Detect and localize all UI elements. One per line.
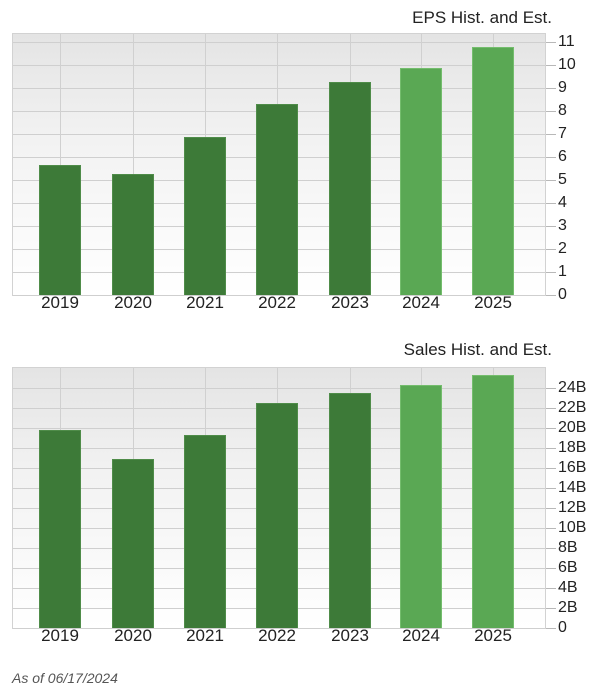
bar-2025: [472, 375, 514, 628]
bar-2022: [256, 403, 298, 628]
gridline: [13, 628, 545, 629]
y-tick-label: 4B: [558, 579, 578, 596]
y-tick-label: 4: [558, 194, 567, 211]
y-tick-label: 6B: [558, 559, 578, 576]
y-tick-label: 20B: [558, 419, 587, 436]
y-tick-label: 12B: [558, 499, 587, 516]
y-tick-mark: [546, 548, 556, 549]
bar-2024: [400, 385, 442, 628]
y-tick-label: 7: [558, 125, 567, 142]
eps-chart: EPS Hist. and Est. 0 1 2 3 4 5 6 7 8 9 10 11 2019 20…: [0, 0, 604, 330]
gridline: [13, 65, 545, 66]
y-tick-label: 8B: [558, 539, 578, 556]
y-tick-mark: [546, 180, 556, 181]
bar-2021: [184, 435, 226, 628]
y-tick-mark: [546, 388, 556, 389]
gridline: [13, 88, 545, 89]
bar-2021: [184, 136, 226, 295]
vertical-gridline: [133, 34, 134, 295]
y-tick-mark: [546, 428, 556, 429]
x-tick-label: 2024: [402, 293, 440, 312]
y-tick-label: 9: [558, 79, 567, 96]
bar-2020: [112, 174, 154, 295]
y-tick-mark: [546, 628, 556, 629]
y-tick-label: 0: [558, 619, 567, 636]
y-tick-label: 0: [558, 286, 567, 303]
y-tick-label: 8: [558, 102, 567, 119]
eps-chart-title: EPS Hist. and Est.: [412, 8, 552, 27]
bar-2020: [112, 459, 154, 628]
y-tick-label: 2B: [558, 599, 578, 616]
y-tick-label: 1: [558, 263, 567, 280]
gridline: [13, 295, 545, 296]
x-tick-label: 2024: [402, 626, 440, 645]
y-tick-label: 22B: [558, 399, 587, 416]
bar-2024: [400, 68, 442, 295]
y-tick-label: 3: [558, 217, 567, 234]
y-tick-mark: [546, 157, 556, 158]
y-tick-mark: [546, 568, 556, 569]
x-tick-label: 2023: [331, 626, 369, 645]
y-tick-label: 6: [558, 148, 567, 165]
y-tick-label: 5: [558, 171, 567, 188]
x-tick-label: 2021: [186, 626, 224, 645]
y-tick-label: 18B: [558, 439, 587, 456]
x-tick-label: 2023: [331, 293, 369, 312]
as-of-date: As of 06/17/2024: [12, 670, 118, 686]
y-tick-mark: [546, 448, 556, 449]
y-tick-mark: [546, 88, 556, 89]
y-tick-mark: [546, 528, 556, 529]
x-tick-label: 2022: [258, 626, 296, 645]
bar-2025: [472, 47, 514, 295]
y-tick-label: 2: [558, 240, 567, 257]
y-tick-mark: [546, 134, 556, 135]
bar-2023: [329, 393, 371, 628]
sales-chart-title: Sales Hist. and Est.: [403, 340, 552, 359]
x-tick-label: 2025: [474, 293, 512, 312]
y-tick-mark: [546, 468, 556, 469]
y-tick-mark: [546, 226, 556, 227]
y-tick-label: 10: [558, 56, 576, 73]
y-tick-mark: [546, 111, 556, 112]
y-tick-mark: [546, 249, 556, 250]
gridline: [13, 42, 545, 43]
y-tick-mark: [546, 408, 556, 409]
vertical-gridline: [60, 34, 61, 295]
y-tick-label: 14B: [558, 479, 587, 496]
x-tick-label: 2020: [114, 626, 152, 645]
y-tick-mark: [546, 42, 556, 43]
y-tick-mark: [546, 608, 556, 609]
y-tick-mark: [546, 488, 556, 489]
y-tick-label: 16B: [558, 459, 587, 476]
bar-2019: [39, 164, 81, 295]
x-tick-label: 2020: [114, 293, 152, 312]
y-tick-mark: [546, 295, 556, 296]
bar-2019: [39, 430, 81, 628]
x-tick-label: 2022: [258, 293, 296, 312]
gridline: [13, 388, 545, 389]
y-tick-label: 11: [558, 33, 575, 50]
y-tick-mark: [546, 588, 556, 589]
x-tick-label: 2021: [186, 293, 224, 312]
sales-chart: Sales Hist. and Est. 0 2B 4B 6B 8B 10B 12B 14B 1…: [12, 340, 587, 645]
sales-plot-area: [12, 367, 546, 629]
y-tick-label: 24B: [558, 379, 587, 396]
x-tick-label: 2025: [474, 626, 512, 645]
x-tick-label: 2019: [41, 293, 79, 312]
y-tick-label: 10B: [558, 519, 587, 536]
bar-2022: [256, 103, 298, 295]
y-tick-mark: [546, 203, 556, 204]
y-tick-mark: [546, 508, 556, 509]
y-tick-mark: [546, 65, 556, 66]
bar-2023: [329, 82, 371, 295]
eps-plot-area: [12, 33, 546, 296]
y-tick-mark: [546, 272, 556, 273]
x-tick-label: 2019: [41, 626, 79, 645]
